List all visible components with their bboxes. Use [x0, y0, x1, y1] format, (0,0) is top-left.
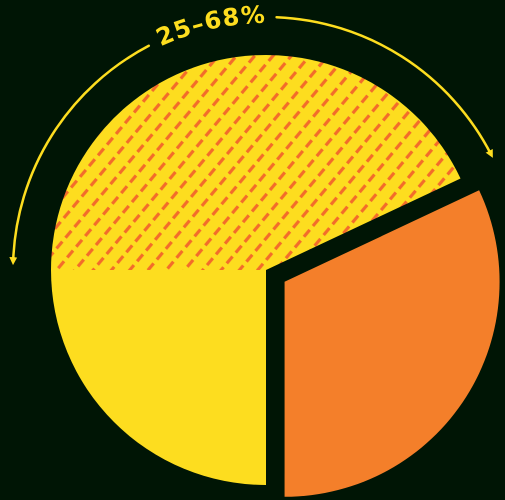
pie-slices: [51, 55, 500, 497]
range-arrow-arc-left: [9, 44, 151, 266]
range-annotation-text: 25–68%: [152, 1, 265, 52]
range-arrow-arc-right: [275, 15, 493, 158]
pie-slice-2: [51, 55, 461, 271]
pie-slice-1: [51, 270, 266, 485]
pie-slice-3: [284, 190, 500, 497]
range-annotation-label: 25–68%: [152, 1, 266, 52]
